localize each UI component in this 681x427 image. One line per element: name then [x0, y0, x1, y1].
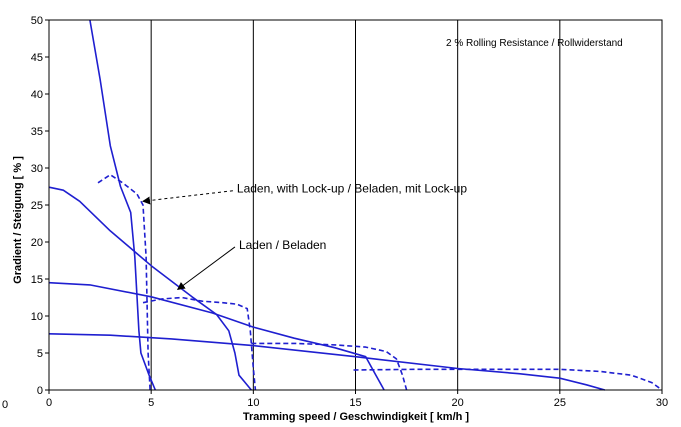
y-tick-label: 45 — [31, 52, 43, 64]
rolling-resistance-note: 2 % Rolling Resistance / Rollwiderstand — [446, 38, 623, 49]
y-tick-label: 30 — [31, 163, 43, 175]
series-line-5-dashed — [97, 173, 151, 391]
y-tick-label: 10 — [31, 311, 43, 323]
corner-label: 0 — [2, 399, 8, 411]
x-tick-label: 20 — [452, 397, 464, 409]
grid-lines — [150, 20, 561, 390]
x-tick-labels: 0 5 10 15 20 25 30 — [46, 390, 668, 409]
y-tick-labels: 0 5 10 15 20 25 30 35 40 45 50 — [31, 15, 49, 397]
y-tick-label: 35 — [31, 126, 43, 138]
y-axis-title: Gradient / Steigung [ % ] — [12, 156, 24, 284]
series-line-7-dashed — [251, 342, 408, 391]
series-line-4-solid — [48, 333, 606, 391]
y-tick-label: 20 — [31, 237, 43, 249]
y-tick-label: 15 — [31, 274, 43, 286]
series-line-3-solid — [48, 281, 385, 391]
y-tick-label: 50 — [31, 15, 43, 27]
y-tick-label: 5 — [37, 348, 43, 360]
x-tick-label: 0 — [46, 397, 52, 409]
y-tick-label: 0 — [37, 385, 43, 397]
x-tick-label: 15 — [349, 397, 361, 409]
series-line-2-solid — [48, 186, 252, 391]
annotation-label-2: Laden / Beladen — [239, 238, 326, 252]
series-line-6-dashed — [142, 296, 257, 391]
x-axis-title: Tramming speed / Geschwindigkeit [ km/h … — [243, 411, 469, 423]
y-tick-label: 25 — [31, 200, 43, 212]
x-tick-label: 30 — [656, 397, 668, 409]
series-line-1-solid — [89, 19, 157, 391]
series-line-8-dashed — [353, 368, 663, 391]
annotation-arrow-1 — [142, 190, 233, 205]
x-tick-label: 25 — [554, 397, 566, 409]
y-tick-label: 40 — [31, 89, 43, 101]
annotation-arrow-2 — [176, 246, 236, 290]
annotation-label-1: Laden, with Lock-up / Beladen, mit Lock-… — [237, 182, 467, 196]
annotations: Laden, with Lock-up / Beladen, mit Lock-… — [142, 182, 467, 290]
series-layer — [48, 19, 663, 391]
x-tick-label: 10 — [247, 397, 259, 409]
x-tick-label: 5 — [148, 397, 154, 409]
